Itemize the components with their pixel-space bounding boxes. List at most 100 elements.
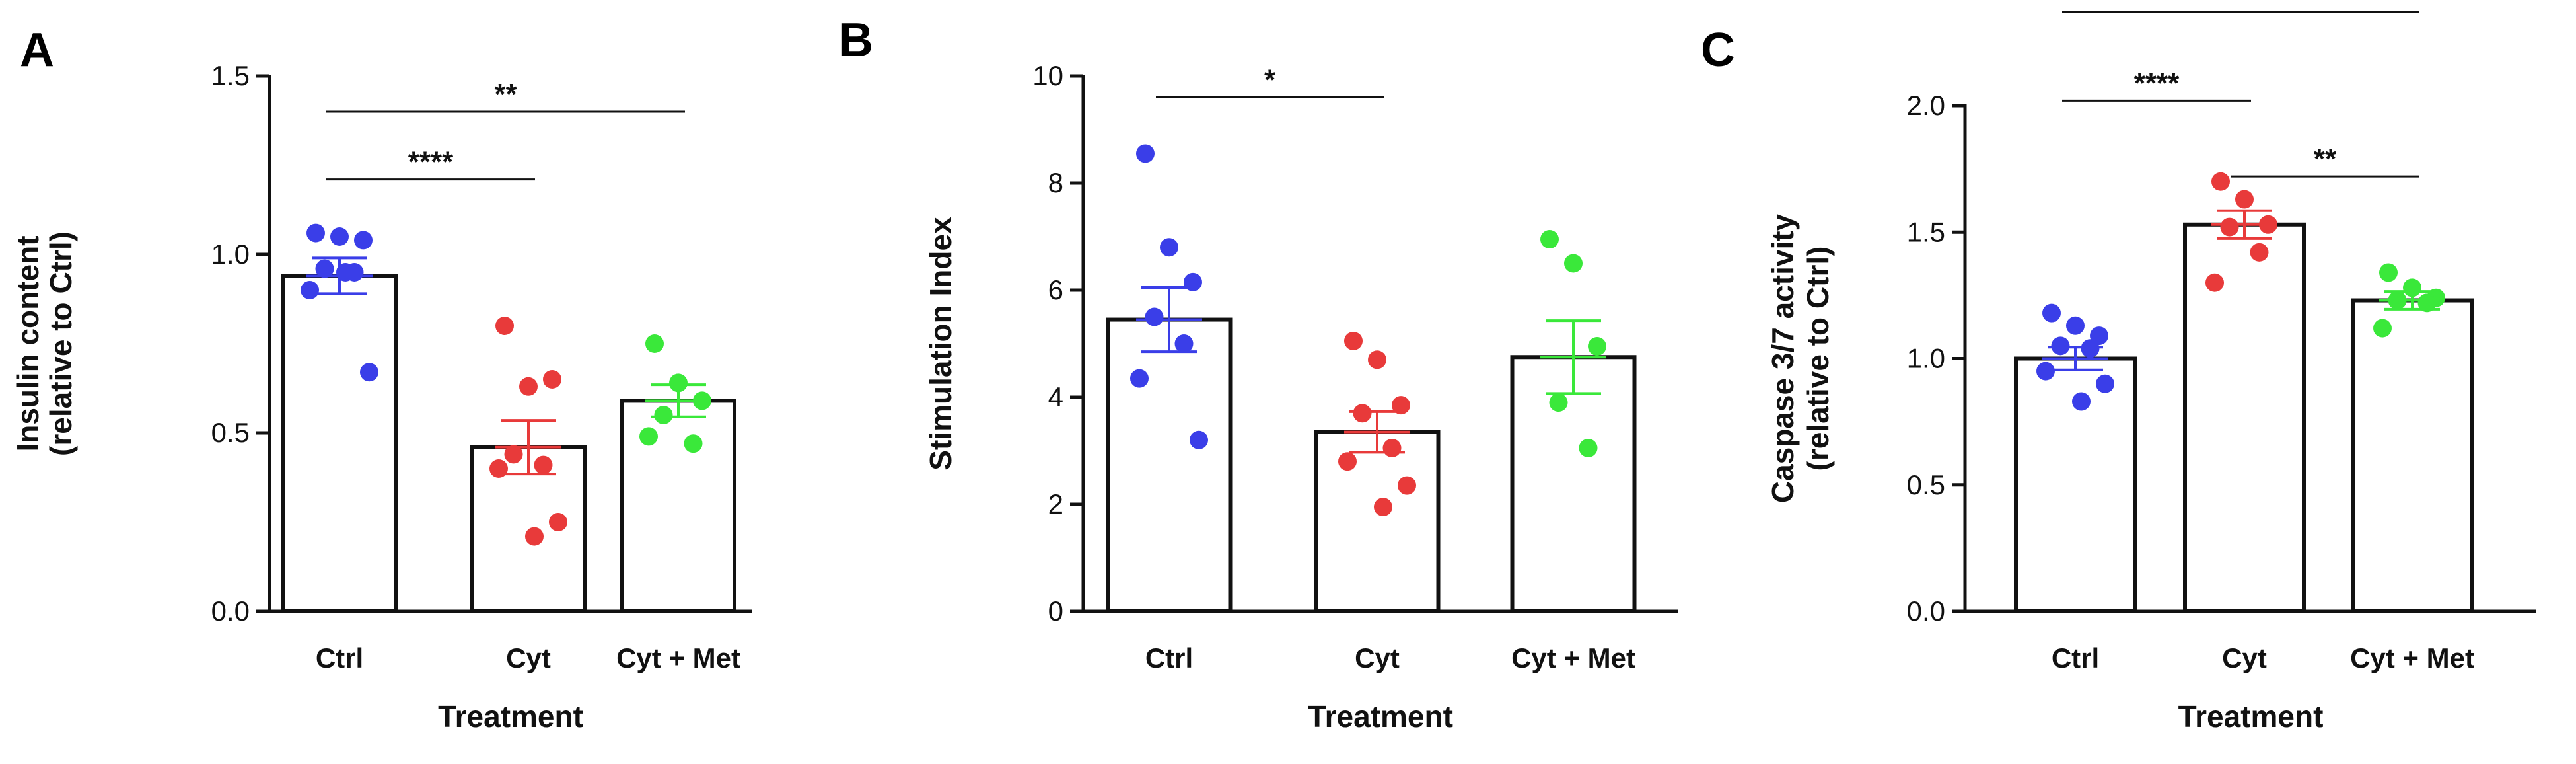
data-point xyxy=(1588,337,1606,356)
data-point xyxy=(2417,293,2437,313)
bar-cyt xyxy=(1314,430,1441,614)
data-point xyxy=(301,281,319,299)
panel-letter: B xyxy=(839,14,873,67)
data-point xyxy=(495,317,514,335)
data-point xyxy=(2081,339,2100,358)
panel-b: B 0 2 4 6 8 10 Ctrl Cyt Cyt + Met * Treatment Stimul… xyxy=(839,14,1678,734)
y-tick-label: 1.0 xyxy=(211,239,250,270)
data-point xyxy=(354,231,373,250)
significance-label: ** xyxy=(2229,0,2252,11)
data-point xyxy=(1392,396,1410,415)
bar-cyt-met xyxy=(1510,355,1637,613)
bar-cyt xyxy=(2183,222,2306,613)
significance-label: **** xyxy=(2134,67,2180,99)
data-point xyxy=(330,227,349,246)
data-point xyxy=(525,527,544,546)
data-point xyxy=(1344,331,1363,350)
panel-letter: A xyxy=(20,24,54,77)
x-axis-title: Treatment xyxy=(2178,699,2324,734)
data-point xyxy=(1398,476,1416,495)
x-axis-title: Treatment xyxy=(438,699,583,734)
data-point xyxy=(1130,369,1149,388)
data-point xyxy=(1564,254,1583,273)
y-tick-label: 0.0 xyxy=(211,595,250,627)
y-axis-title: Insulin content xyxy=(11,235,45,451)
y-tick-label: 1.0 xyxy=(1907,343,1945,374)
data-point xyxy=(1382,438,1402,457)
data-point xyxy=(2235,190,2254,209)
bar-ctrl xyxy=(281,274,398,613)
y-tick-label: 6 xyxy=(1048,274,1063,305)
data-point xyxy=(2036,362,2055,381)
data-point xyxy=(534,455,553,475)
data-point xyxy=(654,406,673,424)
data-point xyxy=(1353,404,1372,423)
y-tick-label: 0.5 xyxy=(1907,469,1945,500)
y-tick-label: 2 xyxy=(1048,488,1063,519)
y-tick-label: 8 xyxy=(1048,167,1063,198)
x-tick-label: Cyt xyxy=(2222,642,2267,673)
x-tick-label: Cyt xyxy=(506,642,551,673)
y-tick-label: 0.0 xyxy=(1907,595,1945,627)
x-tick-label: Ctrl xyxy=(316,642,363,673)
data-point xyxy=(645,334,664,353)
data-point xyxy=(519,377,538,396)
data-point xyxy=(2388,291,2407,310)
x-tick-label: Ctrl xyxy=(1145,642,1193,673)
x-tick-label: Cyt + Met xyxy=(2350,642,2474,673)
data-point xyxy=(1190,430,1208,449)
y-tick-label: 1.5 xyxy=(211,60,250,91)
data-point xyxy=(504,445,523,464)
y-tick-label: 4 xyxy=(1048,381,1063,412)
significance-label: * xyxy=(1264,63,1276,96)
data-point xyxy=(1338,452,1357,471)
data-point xyxy=(1368,350,1386,369)
data-point xyxy=(2042,303,2061,323)
data-point xyxy=(639,427,658,446)
data-point xyxy=(1136,144,1155,163)
y-tick-label: 0.5 xyxy=(211,417,250,448)
data-point xyxy=(1540,230,1559,249)
x-tick-label: Ctrl xyxy=(2052,642,2099,673)
significance-label: **** xyxy=(408,146,454,178)
data-point xyxy=(543,370,561,389)
data-point xyxy=(2066,316,2085,335)
data-point xyxy=(2403,278,2421,297)
data-point xyxy=(2205,273,2224,292)
data-point xyxy=(693,391,711,410)
bar-cyt-met xyxy=(620,399,736,614)
bar-ctrl xyxy=(2014,356,2137,613)
data-point xyxy=(2379,263,2398,282)
data-point xyxy=(360,363,378,382)
data-point xyxy=(549,513,567,531)
data-point xyxy=(489,459,508,478)
data-point xyxy=(1145,307,1164,326)
data-point xyxy=(2250,243,2269,262)
data-point xyxy=(336,263,355,282)
data-point xyxy=(2072,392,2091,411)
data-point xyxy=(1184,272,1202,291)
y-tick-label: 10 xyxy=(1032,60,1063,91)
y-axis-title: Caspase 3/7 activity xyxy=(1766,213,1800,503)
data-point xyxy=(1160,238,1178,257)
y-tick-label: 2.0 xyxy=(1907,90,1945,121)
significance-label: ** xyxy=(494,78,517,110)
panel-letter: C xyxy=(1701,24,1735,77)
data-point xyxy=(1579,438,1598,457)
data-point xyxy=(306,223,325,243)
x-tick-label: Cyt + Met xyxy=(616,642,740,673)
data-point xyxy=(684,434,703,453)
data-point xyxy=(669,373,688,393)
data-point xyxy=(2211,172,2230,191)
data-point xyxy=(2096,374,2114,393)
data-point xyxy=(315,259,334,278)
data-point xyxy=(1374,498,1392,517)
data-point xyxy=(1549,393,1568,412)
y-tick-label: 0 xyxy=(1048,595,1063,627)
significance-label: ** xyxy=(2314,143,2337,175)
data-point xyxy=(2051,336,2070,356)
y-tick-label: 1.5 xyxy=(1907,216,1945,247)
